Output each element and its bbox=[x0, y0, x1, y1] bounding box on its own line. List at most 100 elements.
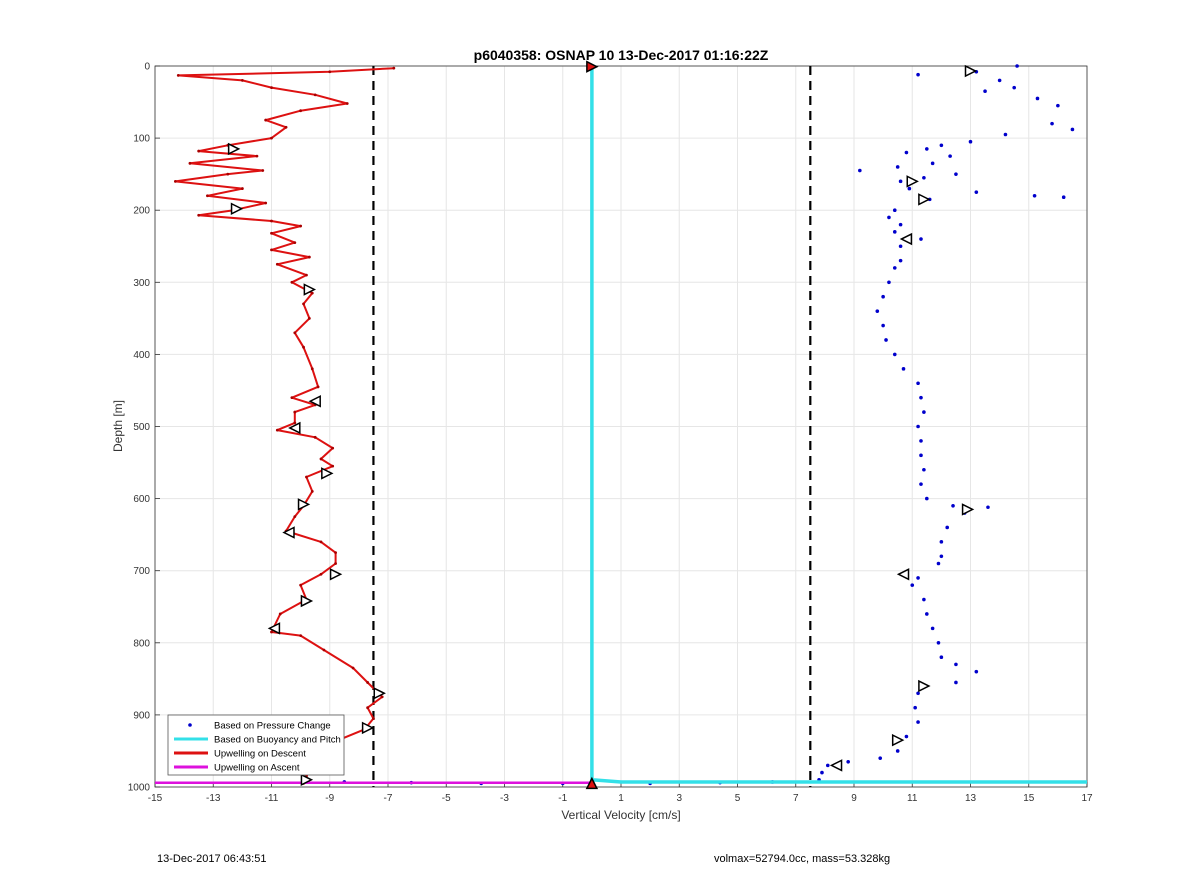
descent-point bbox=[293, 515, 297, 519]
descent-point bbox=[284, 125, 288, 129]
descent-point bbox=[305, 475, 308, 479]
descent-point bbox=[319, 572, 323, 576]
pressure-change-point bbox=[916, 691, 920, 696]
y-tick-label: 800 bbox=[133, 638, 150, 649]
pressure-change-point bbox=[820, 770, 824, 775]
descent-point bbox=[310, 489, 314, 493]
reference-lines bbox=[372, 66, 812, 787]
pressure-change-point bbox=[968, 139, 973, 144]
pressure-change-point bbox=[1061, 195, 1066, 200]
x-tick-label: 5 bbox=[735, 793, 741, 804]
pressure-change-point bbox=[913, 705, 917, 710]
pressure-change-point bbox=[881, 323, 885, 328]
descent-point bbox=[302, 302, 305, 306]
descent-point bbox=[299, 634, 303, 637]
descent-point bbox=[173, 179, 177, 183]
pressure-change-point bbox=[916, 381, 920, 386]
pressure-change-point bbox=[898, 244, 903, 249]
pressure-change-point bbox=[997, 78, 1002, 83]
pressure-change-point bbox=[919, 395, 923, 400]
pressure-change-point bbox=[930, 161, 935, 166]
based-on-buoyancy-and-pitch-line bbox=[590, 66, 1087, 784]
pressure-change-point bbox=[939, 655, 944, 660]
descent-point bbox=[299, 109, 303, 113]
footer-timestamp: 13-Dec-2017 06:43:51 bbox=[157, 853, 267, 865]
direction-marker bbox=[891, 733, 905, 747]
y-tick-label: 100 bbox=[133, 134, 150, 145]
direction-marker bbox=[373, 687, 386, 700]
x-tick-label: 15 bbox=[1023, 793, 1035, 804]
descent-point bbox=[293, 331, 297, 335]
descent-point bbox=[319, 540, 323, 544]
pressure-change-point bbox=[1050, 121, 1054, 126]
descent-point bbox=[270, 630, 273, 634]
descent-point bbox=[307, 255, 311, 259]
descent-point bbox=[270, 231, 273, 235]
descent-point bbox=[334, 562, 337, 565]
descent-point bbox=[293, 241, 297, 245]
pressure-change-point bbox=[916, 424, 920, 429]
pressure-change-point bbox=[825, 763, 830, 768]
legend-swatch bbox=[188, 723, 192, 727]
descent-point bbox=[299, 583, 303, 587]
legend-label: Upwelling on Ascent bbox=[214, 763, 300, 774]
descent-point bbox=[322, 648, 326, 652]
pressure-change-point bbox=[858, 168, 862, 173]
direction-marker bbox=[918, 193, 931, 206]
pressure-change-point bbox=[916, 576, 920, 580]
pressure-change-point bbox=[922, 410, 926, 414]
descent-point bbox=[240, 187, 244, 190]
direction-marker bbox=[585, 776, 599, 790]
direction-marker bbox=[230, 202, 244, 215]
legend-label: Upwelling on Descent bbox=[214, 749, 306, 760]
x-tick-label: -11 bbox=[265, 793, 279, 804]
pressure-change-point bbox=[901, 367, 906, 371]
direction-marker bbox=[329, 568, 343, 581]
descent-point bbox=[380, 695, 384, 699]
legend-box bbox=[167, 714, 345, 776]
descent-point bbox=[176, 73, 180, 77]
descent-point bbox=[293, 410, 297, 414]
descent-point bbox=[310, 367, 314, 371]
descent-point bbox=[264, 118, 268, 122]
axis-ticks: -15 -13 -11 -9 -7 -5 -3 -1 1 3 5 7 9 11 13 15 1701002003… bbox=[128, 62, 1093, 805]
descent-point bbox=[240, 79, 244, 82]
y-tick-label: 400 bbox=[133, 350, 150, 361]
direction-markers bbox=[227, 60, 978, 790]
descent-point bbox=[293, 421, 297, 425]
x-tick-label: -15 bbox=[148, 793, 163, 804]
y-axis-label: Depth [m] bbox=[111, 400, 125, 452]
x-tick-label: -5 bbox=[442, 793, 451, 804]
y-tick-label: 1000 bbox=[128, 783, 151, 794]
pressure-change-point bbox=[904, 150, 909, 155]
pressure-change-point bbox=[1070, 127, 1075, 132]
descent-point bbox=[261, 169, 265, 172]
pressure-change-point bbox=[930, 626, 935, 631]
descent-point bbox=[305, 273, 308, 277]
pressure-change-point bbox=[898, 222, 903, 227]
pressure-change-point bbox=[1012, 85, 1016, 90]
x-tick-label: -13 bbox=[206, 793, 221, 804]
pressure-change-point bbox=[904, 734, 909, 739]
descent-point bbox=[328, 70, 332, 74]
pressure-change-point bbox=[1003, 132, 1008, 137]
pressure-change-point bbox=[939, 554, 944, 559]
x-tick-label: 11 bbox=[907, 793, 918, 804]
pressure-change-point bbox=[846, 759, 850, 764]
direction-marker bbox=[300, 773, 314, 787]
descent-point bbox=[392, 66, 396, 70]
pressure-change-point bbox=[1032, 193, 1037, 198]
descent-point bbox=[331, 464, 335, 468]
descent-point bbox=[226, 172, 230, 176]
pressure-change-point bbox=[1035, 96, 1040, 101]
pressure-change-point bbox=[895, 165, 900, 169]
pressure-change-point bbox=[916, 72, 920, 77]
pressure-change-point bbox=[919, 453, 923, 458]
x-tick-label: 17 bbox=[1081, 793, 1093, 804]
direction-marker bbox=[267, 622, 281, 635]
pressure-change-point bbox=[925, 147, 929, 151]
y-tick-label: 200 bbox=[133, 206, 150, 217]
descent-point bbox=[206, 194, 209, 198]
y-tick-label: 500 bbox=[133, 422, 150, 433]
descent-point bbox=[255, 154, 259, 158]
